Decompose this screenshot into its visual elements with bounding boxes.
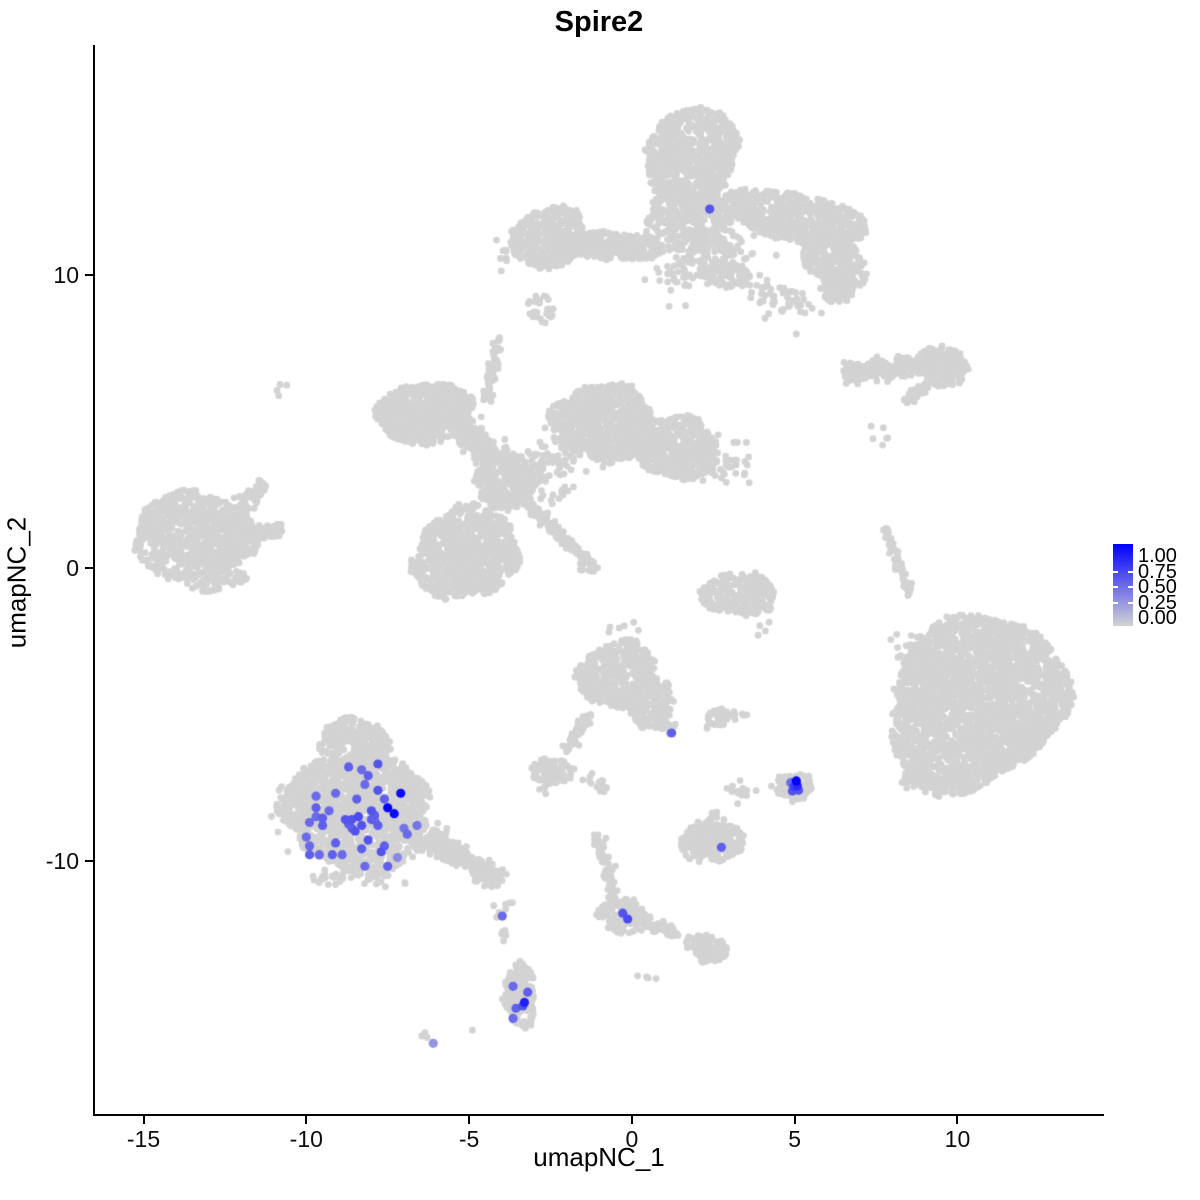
y-tick-label: -10 <box>45 847 79 874</box>
y-axis-line <box>93 45 95 1116</box>
x-tick-mark <box>630 1116 633 1124</box>
x-tick-mark <box>468 1116 471 1124</box>
x-axis-line <box>93 1114 1104 1116</box>
legend-tick-label: 1.00 <box>1138 545 1177 567</box>
y-tick-mark <box>85 859 93 862</box>
legend-tick-mark <box>1128 586 1133 588</box>
chart-title: Spire2 <box>554 6 644 38</box>
x-tick-mark <box>793 1116 796 1124</box>
legend-tick-mark <box>1113 586 1118 588</box>
legend-tick-label: 0.75 <box>1138 560 1177 583</box>
x-tick-label: -5 <box>458 1126 480 1152</box>
legend-colorbar <box>1113 544 1133 626</box>
legend-tick-label: 0.50 <box>1138 576 1177 598</box>
x-tick-mark <box>142 1116 145 1124</box>
x-tick-label: -15 <box>126 1126 161 1152</box>
x-tick-label: -10 <box>289 1126 323 1152</box>
legend-colorbar-group: 1.00 0.75 0.50 0.25 0.00 <box>1108 535 1200 645</box>
y-axis-label: umapNC_2 <box>1 516 32 649</box>
y-tick-label: 0 <box>66 555 79 581</box>
x-tick-mark <box>956 1116 959 1124</box>
x-tick-label: 10 <box>944 1126 971 1152</box>
x-tick-mark <box>305 1116 308 1124</box>
y-tick-mark <box>85 567 93 569</box>
legend-tick-mark <box>1113 601 1118 604</box>
legend-tick-label: 0.25 <box>1138 591 1177 614</box>
x-tick-label: 5 <box>788 1126 802 1152</box>
y-tick-label: 10 <box>53 262 79 289</box>
legend-tick-label: 0.00 <box>1138 607 1177 629</box>
legend-tick-mark <box>1113 570 1118 573</box>
y-tick-mark <box>85 274 93 277</box>
legend-tick-mark <box>1128 601 1133 604</box>
x-tick-label: 0 <box>625 1126 639 1152</box>
legend-tick-mark <box>1128 570 1133 573</box>
x-axis-label: umapNC_1 <box>533 1142 665 1172</box>
